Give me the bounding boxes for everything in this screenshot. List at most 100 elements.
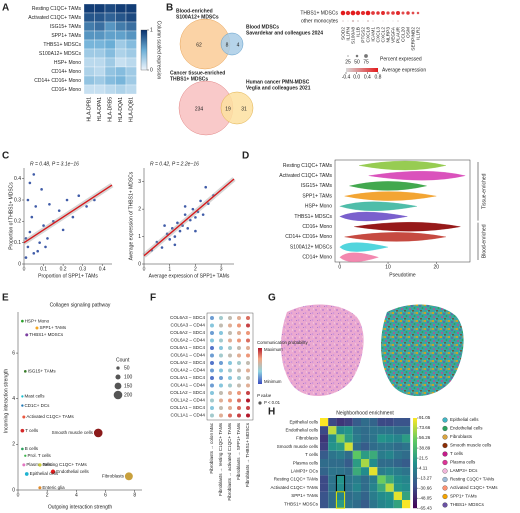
heatmap-cell bbox=[393, 483, 402, 492]
heatmap-cell bbox=[361, 418, 370, 427]
row-label: ISG15+ TAMs bbox=[50, 24, 82, 30]
heatmap-cell bbox=[104, 12, 116, 23]
dot bbox=[237, 406, 241, 410]
bubble bbox=[38, 486, 42, 490]
gene-label: CXCL3 bbox=[375, 27, 381, 43]
dot bbox=[392, 20, 394, 22]
dot bbox=[417, 20, 419, 22]
row-label: COL6A2 – SDC4 bbox=[170, 330, 205, 335]
dot bbox=[246, 338, 250, 343]
row-label: HSP+ Mono bbox=[54, 60, 81, 66]
heatmap-cell bbox=[336, 483, 345, 492]
bubble bbox=[21, 404, 24, 407]
colorbar-title: Communication probability bbox=[257, 340, 308, 345]
size-legend-dot bbox=[355, 54, 359, 58]
row-label: Endothelial cells bbox=[285, 427, 318, 432]
bubble bbox=[21, 447, 24, 451]
column-label: Fibroblasts → SPP1+ TAMs bbox=[236, 422, 241, 480]
bubble bbox=[93, 428, 103, 438]
heatmap-cell bbox=[83, 39, 95, 50]
y-tick-label: 0.2 bbox=[14, 219, 21, 225]
bubble bbox=[50, 469, 56, 474]
heatmap-cell bbox=[115, 75, 127, 86]
panel-label: H bbox=[268, 407, 275, 418]
heatmap-cell bbox=[328, 467, 337, 476]
x-tick-label: 2 bbox=[194, 266, 197, 272]
dot bbox=[210, 323, 214, 328]
heatmap-cell bbox=[320, 418, 329, 427]
heatmap-cell bbox=[385, 500, 394, 509]
heatmap-cell bbox=[377, 483, 386, 492]
heatmap-cell bbox=[377, 475, 386, 484]
colorbar-tick-label: 0 bbox=[150, 67, 153, 73]
point bbox=[196, 210, 200, 214]
row-label: COL6A3 – CD44 bbox=[171, 323, 206, 328]
heatmap-cell bbox=[83, 30, 95, 41]
point bbox=[183, 205, 187, 208]
venn-circle bbox=[220, 91, 254, 125]
heatmap-cell bbox=[361, 459, 370, 468]
dot bbox=[397, 20, 399, 22]
colorbar-label: Maximum bbox=[264, 347, 283, 352]
dot bbox=[228, 323, 232, 328]
heatmap-cell bbox=[352, 491, 361, 500]
point-label: CD1C+ DCs bbox=[25, 403, 51, 408]
plot-frame bbox=[334, 159, 471, 263]
y-tick-label: 3 bbox=[138, 179, 141, 185]
heatmap-cell bbox=[336, 459, 345, 468]
heatmap-cell bbox=[352, 500, 361, 509]
dot bbox=[228, 316, 232, 320]
heatmap-cell bbox=[361, 475, 370, 484]
dot bbox=[355, 10, 361, 16]
point bbox=[34, 205, 38, 208]
point bbox=[206, 202, 210, 205]
heatmap-cell bbox=[94, 57, 106, 68]
heatmap-cell bbox=[385, 483, 394, 492]
gene-label: ICAM1 bbox=[370, 27, 376, 42]
row-label: LAMP3+ DCs bbox=[291, 468, 319, 473]
heatmap-cell bbox=[320, 450, 329, 459]
size-legend-label: 150 bbox=[124, 383, 133, 389]
dot bbox=[219, 368, 223, 373]
heatmap-cell bbox=[320, 483, 329, 492]
heatmap-cell bbox=[402, 491, 411, 500]
row-label: SPP1+ TAMs bbox=[51, 33, 81, 39]
dot bbox=[340, 10, 346, 16]
legend-label: LAMP3+ DCs bbox=[450, 468, 478, 473]
chart-title: Collagen signaling pathway bbox=[50, 302, 111, 308]
heatmap-cell bbox=[115, 48, 127, 59]
dot bbox=[237, 368, 241, 373]
venn-count: 234 bbox=[195, 106, 204, 112]
dot bbox=[237, 353, 241, 358]
colorbar-label: Minimum bbox=[264, 379, 282, 384]
row-label: ISG15+ TAMs bbox=[301, 183, 333, 189]
dot bbox=[371, 11, 375, 15]
dot bbox=[246, 353, 250, 358]
heatmap-cell bbox=[125, 30, 137, 41]
column-label: HLA-DQA1 bbox=[118, 97, 124, 122]
dot bbox=[391, 11, 395, 15]
heatmap-cell bbox=[94, 21, 106, 32]
violin bbox=[349, 181, 427, 191]
heatmap-cell bbox=[385, 450, 394, 459]
heatmap-cell bbox=[336, 434, 345, 443]
size-legend-label: 50 bbox=[124, 365, 130, 371]
gene-label: PTGS2 bbox=[360, 27, 366, 43]
heatmap-cell bbox=[83, 21, 95, 32]
bubble bbox=[25, 333, 29, 337]
bubble bbox=[38, 463, 42, 467]
point bbox=[48, 202, 51, 206]
dot bbox=[351, 19, 355, 23]
heatmap-cell bbox=[369, 500, 378, 509]
point bbox=[170, 227, 174, 230]
venn-count: 31 bbox=[241, 106, 247, 112]
dot bbox=[237, 331, 241, 335]
column-label: Fibroblasts → colon Mac bbox=[209, 422, 214, 473]
point bbox=[26, 198, 30, 202]
legend-dot bbox=[442, 417, 448, 423]
heatmap-cell bbox=[352, 475, 361, 484]
heatmap-cell bbox=[393, 467, 402, 476]
bubble bbox=[124, 472, 133, 481]
row-label: Activated C1QC+ TAMs bbox=[271, 485, 319, 490]
row-label: THBS1+ MDSCs bbox=[300, 10, 338, 16]
